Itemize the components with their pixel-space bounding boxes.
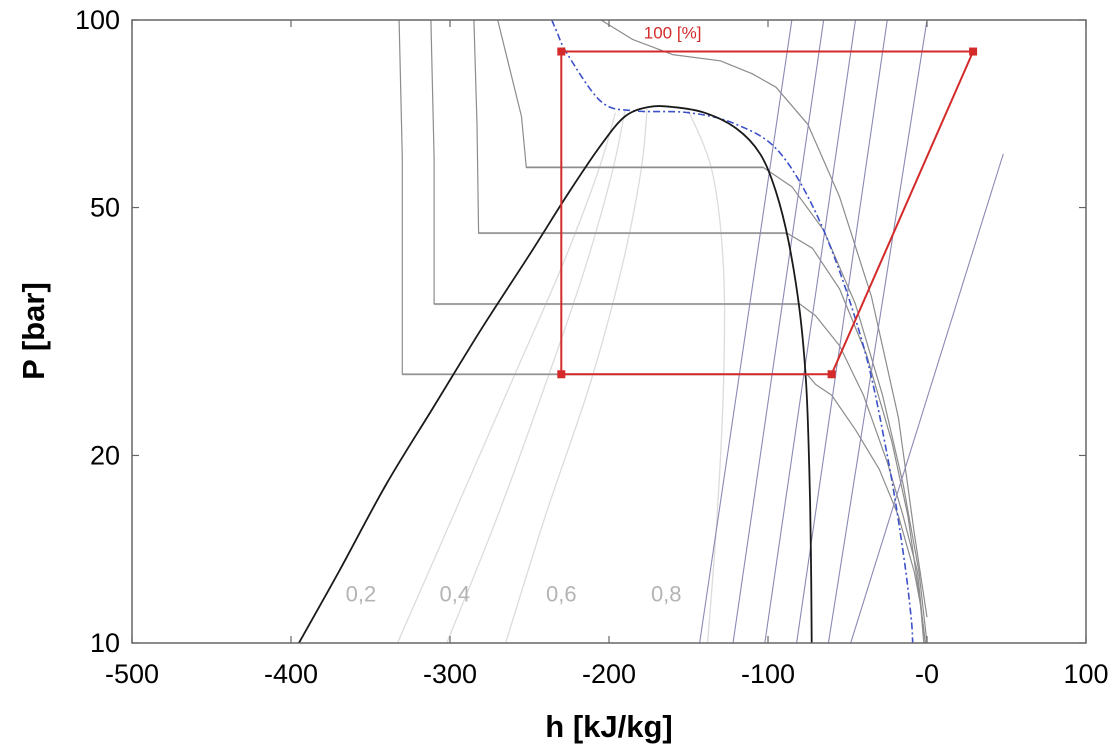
y-tick-label: 100 — [75, 5, 120, 35]
y-axis-title: P [bar] — [16, 282, 51, 380]
isentrope-line-0 — [699, 20, 793, 643]
x-tick-label: -100 — [741, 659, 795, 689]
plot-content — [298, 20, 1004, 643]
x-tick-label: -500 — [105, 659, 159, 689]
cycle-label: 100 [%] — [644, 23, 702, 42]
cycle-point-4 — [557, 370, 566, 379]
cycle-point-1 — [557, 47, 566, 56]
x-tick-label: -200 — [582, 659, 636, 689]
y-axis-ticks: 10 20 50 100 — [75, 5, 1086, 658]
isotherm-line-2 — [473, 20, 926, 643]
quality-line-2 — [504, 108, 648, 643]
quality-line-0 — [396, 112, 617, 643]
quality-label-2: 0,6 — [546, 582, 577, 607]
saturation-dome-curve — [298, 105, 813, 643]
x-tick-label: -0 — [915, 659, 939, 689]
x-tick-label: 100 — [1063, 659, 1108, 689]
isentrope-line-5 — [850, 153, 1004, 643]
isentrope-line-1 — [732, 20, 825, 643]
x-axis-title: h [kJ/kg] — [545, 709, 672, 744]
quality-label-0: 0,2 — [346, 582, 377, 607]
plot-background — [132, 20, 1086, 643]
quality-labels: 0,2 0,4 0,6 0,8 — [346, 582, 682, 607]
quality-label-3: 0,8 — [651, 582, 682, 607]
isotherm-line-1 — [430, 20, 926, 643]
x-tick-label: -300 — [423, 659, 477, 689]
y-tick-label: 10 — [90, 628, 120, 658]
cycle-point-3 — [827, 370, 836, 379]
quality-line-1 — [446, 110, 626, 643]
y-tick-label: 50 — [90, 193, 120, 223]
quality-line-3 — [687, 110, 726, 643]
isentrope-line-3 — [796, 20, 888, 643]
y-tick-label: 20 — [90, 440, 120, 470]
isentrope-line-4 — [827, 20, 928, 643]
critical-isentrope-line — [551, 20, 914, 643]
isotherm-line-0 — [398, 20, 925, 643]
isentrope-line-2 — [764, 20, 856, 643]
cycle-point-2 — [969, 47, 978, 56]
x-tick-label: -400 — [264, 659, 318, 689]
quality-label-1: 0,4 — [439, 582, 470, 607]
x-axis-ticks: -500 -400 -300 -200 -100 -0 100 — [105, 20, 1109, 689]
